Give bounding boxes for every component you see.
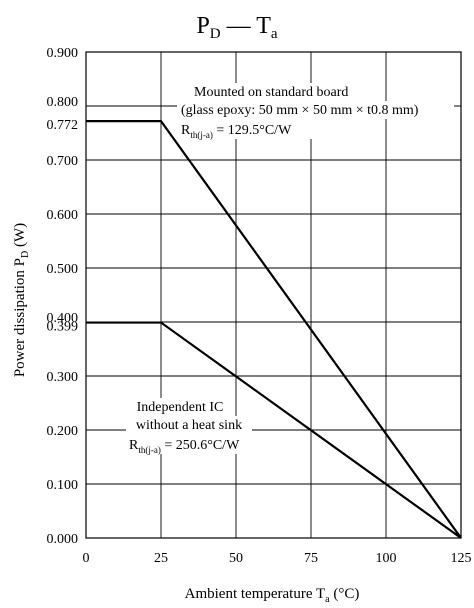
x-tick-5: 125 [451,551,472,566]
y-tick-9: 0.772 [47,118,79,133]
y-axis-label-unit: (W) [12,223,28,251]
y-tick-6: 0.500 [47,262,79,277]
y-axis-label: Power dissipation PD (W) [12,223,31,377]
annotation-board-rth: Rth(j-a) = 129.5°C/W [181,123,292,140]
annotation-ic: Independent IC without a heat sink Rth(j… [126,398,260,455]
y-tick-10: 0.800 [47,95,79,110]
annotation-ic-bg-3 [126,434,260,454]
title-main: P [196,13,209,39]
annotation-ic-line1: Independent IC [137,400,224,415]
title-second-sub: a [271,26,278,42]
series-line-0 [86,120,462,539]
x-tick-labels: 0 25 50 75 100 125 [83,551,472,566]
y-axis-label-sub: D [20,251,31,258]
annotation-board-bg-3 [178,119,336,139]
y-tick-3: 0.300 [47,370,79,385]
y-tick-11: 0.900 [47,46,79,61]
annotation-board-line2: (glass epoxy: 50 mm × 50 mm × t0.8 mm) [181,103,419,118]
x-tick-4: 100 [376,551,397,566]
x-axis-label-text: Ambient temperature T [185,586,326,602]
annotation-board-rth-sub: th(j-a) [190,130,213,140]
series-group [86,120,462,539]
x-axis-label-unit: (°C) [330,586,360,602]
y-tick-1: 0.100 [47,478,79,493]
annotation-board-bg-1 [191,83,361,101]
x-tick-0: 0 [83,551,90,566]
y-tick-4: 0.399 [47,320,79,335]
title-second: T [256,13,271,39]
annotation-ic-rth-main: R [129,438,139,453]
title-main-sub: D [210,26,221,42]
x-axis-label: Ambient temperature Ta (°C) [185,586,360,605]
x-axis-label-sub: a [325,594,330,605]
y-tick-5: 0.400 [47,311,79,326]
annotation-board-line1: Mounted on standard board [194,85,348,100]
annotation-board: Mounted on standard board (glass epoxy: … [177,83,454,140]
y-tick-2: 0.200 [47,424,79,439]
y-tick-0: 0.000 [47,532,79,547]
annotation-ic-line2: without a heat sink [136,418,242,433]
series-line-1 [86,321,462,539]
y-axis-label-text: Power dissipation P [12,258,28,377]
annotation-board-bg-2 [177,101,454,119]
annotation-ic-bg-1 [126,398,232,416]
title-dash: — [221,13,257,39]
y-tick-7: 0.600 [47,208,79,223]
annotation-ic-rth-value: = 250.6°C/W [161,438,240,453]
plot-frame [85,51,462,539]
x-tick-1: 25 [154,551,168,566]
annotation-board-rth-value: = 129.5°C/W [213,123,292,138]
chart-title: PD — Ta [196,13,277,42]
annotation-ic-rth-sub: th(j-a) [138,445,161,455]
x-tick-2: 50 [229,551,243,566]
annotation-ic-rth: Rth(j-a) = 250.6°C/W [129,438,240,455]
x-tick-3: 75 [304,551,318,566]
annotation-board-rth-main: R [181,123,191,138]
annotation-ic-bg-2 [126,416,252,434]
y-tick-8: 0.700 [47,154,79,169]
